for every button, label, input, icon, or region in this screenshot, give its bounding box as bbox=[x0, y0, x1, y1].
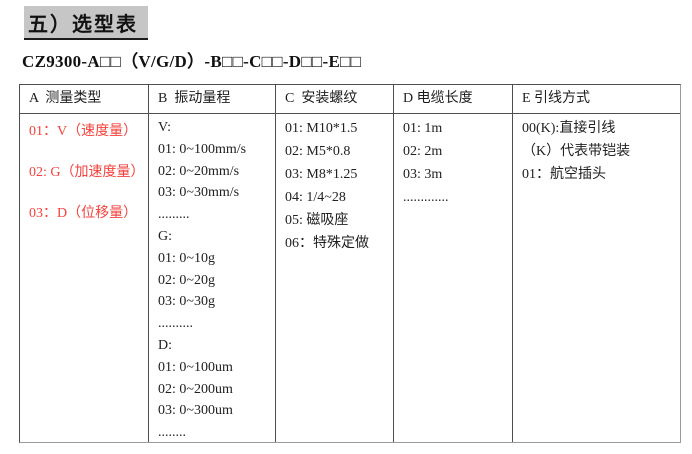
table-cell-line: 03：D（位移量） bbox=[29, 206, 138, 221]
table-cell-line: 01: M10*1.5 bbox=[285, 121, 358, 136]
table-cell-line: 01: 0~100um bbox=[158, 359, 233, 375]
table-cell-line: 03: 0~300um bbox=[158, 403, 233, 419]
table-column-measure-type: A 测量类型 01：V（速度量） 02: G（加速度量） 03：D（位移量） bbox=[20, 85, 149, 442]
model-code: CZ9300-A□□（V/G/D）-B□□-C□□-D□□-E□□ bbox=[22, 52, 362, 71]
table-cell-line: V: bbox=[158, 120, 171, 135]
column-header: C 安装螺纹 bbox=[276, 85, 393, 114]
table-cell-line: D: bbox=[158, 337, 172, 353]
column-body: 01: 1m 02: 2m 03: 3m ............. bbox=[394, 114, 512, 442]
column-body: 00(K):直接引线 （K）代表带铠装 01：航空插头 bbox=[513, 114, 680, 442]
table-column-cable-length: D 电缆长度 01: 1m 02: 2m 03: 3m ............… bbox=[394, 85, 513, 442]
column-header: E 引线方式 bbox=[513, 85, 680, 114]
table-cell-line: 04: 1/4~28 bbox=[285, 190, 346, 205]
table-column-vibration-range: B 振动量程 V: 01: 0~100mm/s 02: 0~20mm/s 03:… bbox=[149, 85, 276, 442]
table-cell-line: 01: 0~10g bbox=[158, 250, 215, 266]
column-header: A 测量类型 bbox=[20, 85, 148, 114]
selection-table: A 测量类型 01：V（速度量） 02: G（加速度量） 03：D（位移量） B… bbox=[19, 84, 681, 443]
table-cell-line: ......... bbox=[158, 207, 190, 223]
column-body: V: 01: 0~100mm/s 02: 0~20mm/s 03: 0~30mm… bbox=[149, 114, 275, 444]
table-cell-line: G: bbox=[158, 228, 172, 244]
table-cell-line: 02: 0~200um bbox=[158, 381, 233, 397]
page-title: 五）选型表 bbox=[24, 6, 148, 40]
table-cell-line: 05: 磁吸座 bbox=[285, 213, 349, 228]
column-body: 01: M10*1.5 02: M5*0.8 03: M8*1.25 04: 1… bbox=[276, 114, 393, 442]
table-column-mount-thread: C 安装螺纹 01: M10*1.5 02: M5*0.8 03: M8*1.2… bbox=[276, 85, 394, 442]
table-cell-line: 06：特殊定做 bbox=[285, 236, 369, 251]
column-header: D 电缆长度 bbox=[394, 85, 512, 114]
table-cell-line: 03: 0~30mm/s bbox=[158, 185, 240, 201]
table-cell-line: 02: G（加速度量） bbox=[29, 165, 145, 180]
table-cell-line: 03: 3m bbox=[403, 167, 443, 182]
table-cell-line: 01: 1m bbox=[403, 121, 443, 136]
table-cell-line: ........ bbox=[158, 425, 186, 441]
table-cell-line: .......... bbox=[158, 316, 193, 332]
table-cell-line: 03: 0~30g bbox=[158, 294, 215, 310]
column-header: B 振动量程 bbox=[149, 85, 275, 114]
table-cell-line: 02: 2m bbox=[403, 144, 443, 159]
table-cell-line: 02: M5*0.8 bbox=[285, 144, 351, 159]
section-heading: 五）选型表 bbox=[24, 6, 148, 40]
table-column-lead-type: E 引线方式 00(K):直接引线 （K）代表带铠装 01：航空插头 bbox=[513, 85, 680, 442]
table-cell-line: 02: 0~20mm/s bbox=[158, 163, 240, 179]
table-cell-line: 01：V（速度量） bbox=[29, 124, 138, 139]
table-cell-line: 02: 0~20g bbox=[158, 272, 215, 288]
table-cell-line: 01: 0~100mm/s bbox=[158, 141, 247, 157]
table-cell-line: 00(K):直接引线 bbox=[522, 121, 616, 136]
table-cell-line: （K）代表带铠装 bbox=[522, 144, 631, 159]
table-cell-line: 01：航空插头 bbox=[522, 167, 606, 182]
table-cell-line: 03: M8*1.25 bbox=[285, 167, 358, 182]
table-cell-line: ............. bbox=[403, 190, 449, 205]
column-body: 01：V（速度量） 02: G（加速度量） 03：D（位移量） bbox=[20, 114, 148, 442]
